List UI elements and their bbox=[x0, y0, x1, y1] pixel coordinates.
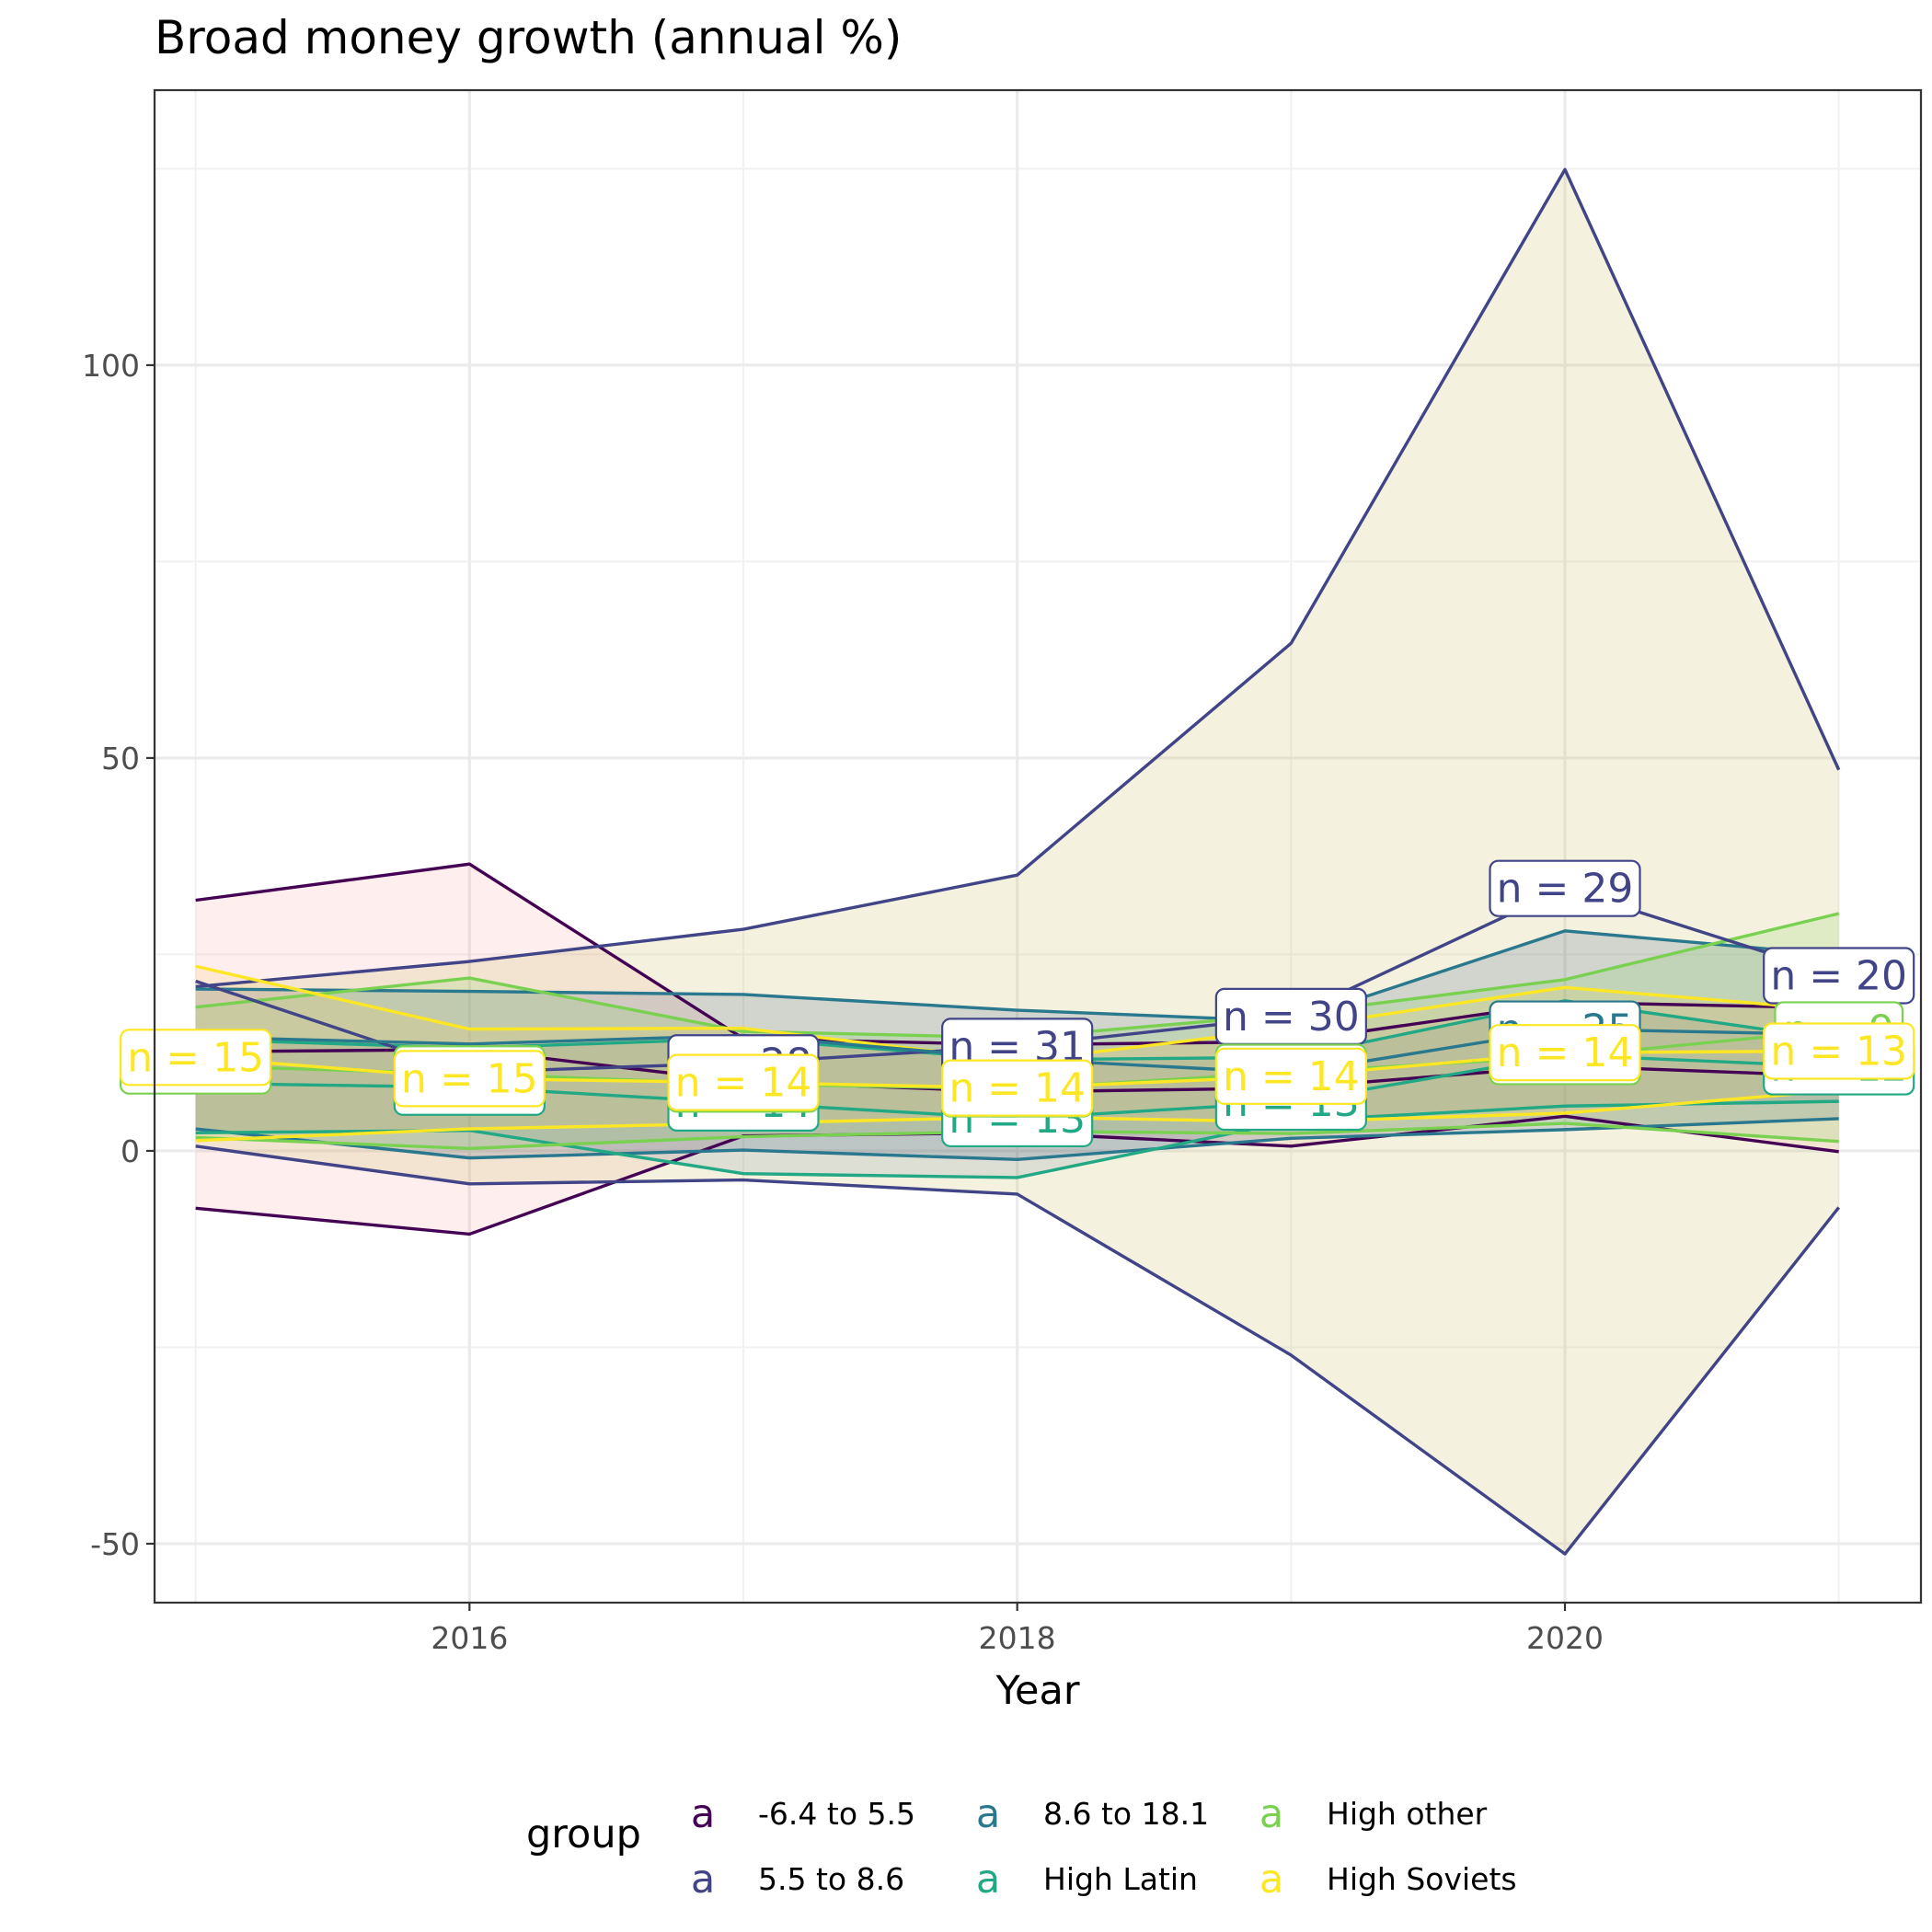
lower-line-5-5-to-8-6 bbox=[195, 1144, 1841, 1556]
y-tick-label: 50 bbox=[101, 741, 140, 776]
n-label-text: n = 14 bbox=[949, 1065, 1086, 1112]
legend-item-high-latin: a High Latin bbox=[976, 1857, 1198, 1903]
n-label-high-soviets: n = 14 bbox=[941, 1059, 1094, 1117]
legend-key-icon: a bbox=[1259, 1791, 1283, 1837]
plot-border bbox=[153, 88, 1923, 1604]
n-label-text: n = 29 bbox=[1497, 866, 1634, 913]
n-label-text: n = 13 bbox=[1770, 1028, 1907, 1075]
n-label-high-soviets: n = 15 bbox=[393, 1050, 546, 1108]
n-label-text: n = 20 bbox=[1770, 952, 1907, 999]
n-label-high-soviets: n = 15 bbox=[120, 1029, 272, 1087]
lower-line-high-latin bbox=[195, 1099, 1839, 1179]
n-label-5-5-to-8-6: n = 29 bbox=[1489, 859, 1641, 917]
legend-item-6-4-to-5-5: a -6.4 to 5.5 bbox=[691, 1791, 915, 1837]
n-label-text: n = 30 bbox=[1223, 994, 1360, 1041]
legend-label: 5.5 to 8.6 bbox=[758, 1861, 904, 1897]
n-label-text: n = 15 bbox=[127, 1034, 264, 1081]
legend-label: High other bbox=[1327, 1796, 1488, 1832]
upper-line-5-5-to-8-6 bbox=[195, 167, 1841, 989]
legend-item-8-6-to-18-1: a 8.6 to 18.1 bbox=[976, 1791, 1209, 1837]
n-label-5-5-to-8-6: n = 30 bbox=[1214, 987, 1367, 1045]
legend-label: High Latin bbox=[1043, 1861, 1198, 1897]
legend-key-icon: a bbox=[691, 1857, 715, 1903]
x-tick-label: 2016 bbox=[431, 1620, 508, 1656]
ribbon-5-5-to-8-6 bbox=[195, 169, 1839, 1555]
n-label-text: n = 14 bbox=[675, 1060, 812, 1107]
y-tick-label: -50 bbox=[90, 1526, 140, 1562]
n-label-text: n = 15 bbox=[401, 1055, 538, 1102]
n-label-text: n = 14 bbox=[1497, 1029, 1634, 1076]
legend-item-high-soviets: a High Soviets bbox=[1259, 1857, 1517, 1903]
legend: group a -6.4 to 5.5 a 5.5 to 8.6 a 8.6 to 18.1… bbox=[526, 1791, 1517, 1903]
n-label-text: n = 14 bbox=[1223, 1053, 1360, 1100]
n-label-5-5-to-8-6: n = 20 bbox=[1763, 947, 1915, 1005]
n-label-high-soviets: n = 14 bbox=[1214, 1047, 1367, 1105]
legend-title: group bbox=[526, 1811, 641, 1857]
n-label-high-soviets: n = 13 bbox=[1763, 1022, 1915, 1080]
n-label-high-soviets: n = 14 bbox=[667, 1053, 820, 1111]
grid bbox=[155, 90, 1921, 1603]
legend-key-icon: a bbox=[976, 1791, 1000, 1837]
ribbon-high-other bbox=[195, 914, 1839, 1149]
y-tick-label: 100 bbox=[82, 348, 140, 384]
legend-label: High Soviets bbox=[1327, 1861, 1517, 1897]
legend-key-icon: a bbox=[1259, 1857, 1283, 1903]
axes: -50 0 50 100 2016 2018 2020 bbox=[82, 348, 1604, 1656]
x-tick-label: 2020 bbox=[1526, 1620, 1604, 1656]
lower-line-8-6-to-18-1 bbox=[195, 1117, 1839, 1162]
legend-item-high-other: a High other bbox=[1259, 1791, 1488, 1837]
legend-label: -6.4 to 5.5 bbox=[758, 1796, 915, 1832]
legend-key-icon: a bbox=[691, 1791, 715, 1837]
legend-key-icon: a bbox=[976, 1857, 1000, 1903]
upper-line-8-6-to-18-1 bbox=[195, 929, 1839, 1023]
x-tick-label: 2018 bbox=[979, 1620, 1056, 1656]
legend-item-5-5-to-8-6: a 5.5 to 8.6 bbox=[691, 1857, 904, 1903]
x-axis-title: Year bbox=[995, 1668, 1079, 1714]
count-labels: n = 28n = 31n = 30n = 29n = 20n = 25n = … bbox=[120, 859, 1915, 1148]
ribbon-high-soviets bbox=[195, 966, 1839, 1141]
chart-title: Broad money growth (annual %) bbox=[155, 11, 902, 64]
y-tick-label: 0 bbox=[121, 1133, 140, 1169]
n-label-high-soviets: n = 14 bbox=[1489, 1024, 1641, 1082]
legend-label: 8.6 to 18.1 bbox=[1043, 1796, 1209, 1832]
